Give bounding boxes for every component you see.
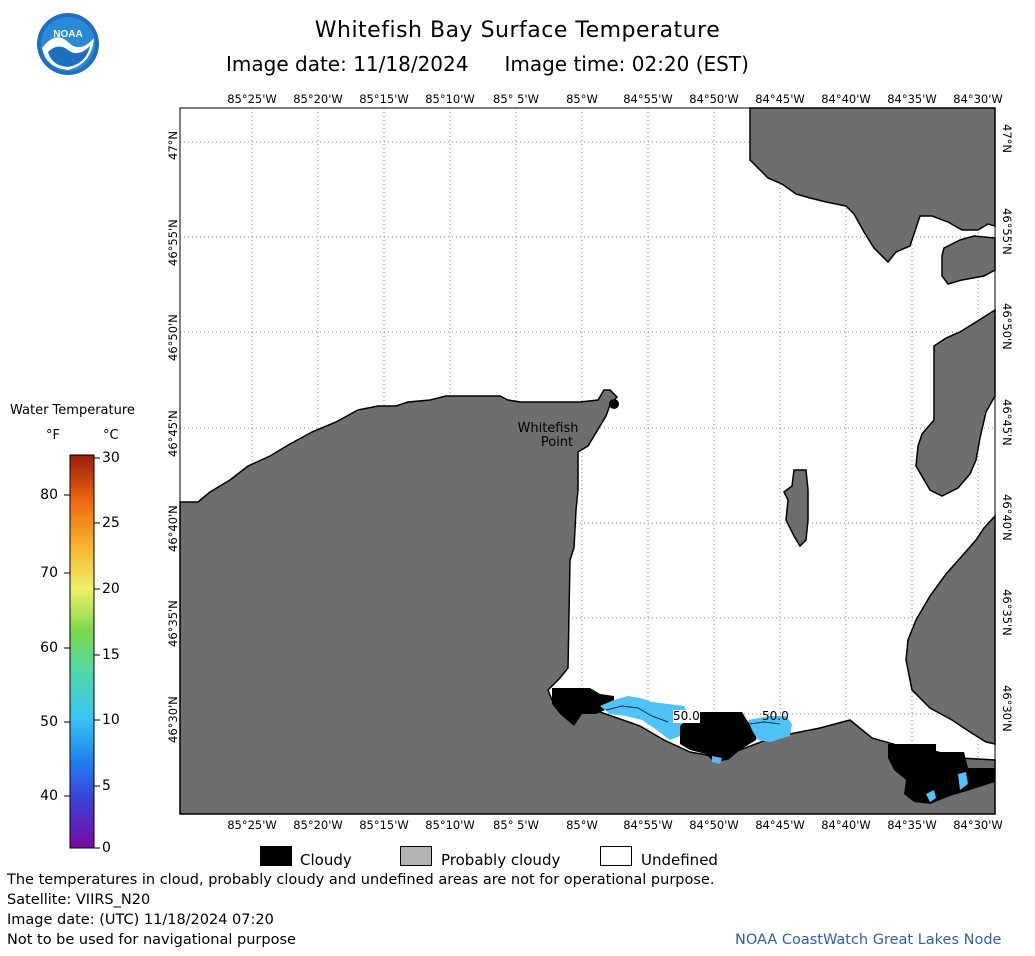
lon-label-bottom: 85°10'W (425, 818, 475, 832)
lat-label-right: 46°45'N (1000, 399, 1014, 446)
land-whitefish-point (179, 389, 996, 815)
water-temp-patch-1 (600, 696, 690, 740)
lon-label-top: 84°55'W (623, 92, 673, 106)
contour-label-east: 50.0 (762, 709, 789, 723)
footer-utc-date: Image date: (UTC) 11/18/2024 07:20 (7, 912, 274, 928)
page-title: Whitefish Bay Surface Temperature (314, 18, 721, 43)
lat-label-right: 46°55'N (1000, 208, 1014, 255)
lon-label-top: 85°10'W (425, 92, 475, 106)
footer-satellite: Satellite: VIIRS_N20 (7, 892, 151, 908)
cloud-central (680, 712, 760, 762)
lat-label-left: 46°55'N (166, 219, 180, 266)
place-label-line2: Point (540, 435, 574, 450)
isotherm-50-east (749, 721, 781, 725)
contour-label-west: 50.0 (673, 709, 700, 723)
lon-label-top: 84°40'W (821, 92, 871, 106)
lat-label-left: 46°35'N (166, 600, 180, 647)
key-probably-cloudy-swatch (400, 846, 432, 866)
lon-label-top: 85°W (566, 92, 598, 106)
lon-label-bottom: 84°40'W (821, 818, 871, 832)
image-date: Image date: 11/18/2024 (226, 52, 469, 76)
whitefish-point-marker (609, 399, 619, 409)
lat-label-left: 46°50'N (166, 314, 180, 361)
lat-label-left: 46°40'N (166, 505, 180, 552)
legend-f-tick: 70 (40, 565, 58, 581)
place-label-line1: Whitefish (517, 421, 579, 436)
lon-label-top: 84°45'W (755, 92, 805, 106)
footer-nav-warning: Not to be used for navigational purpose (7, 932, 296, 948)
lat-label-right: 46°50'N (1000, 303, 1014, 350)
lon-label-top: 85° 5'W (493, 92, 539, 106)
cloud-west (552, 688, 614, 726)
land-northeast (749, 107, 996, 264)
water-temp-patch-4 (712, 756, 722, 764)
legend-c-tick: 15 (102, 647, 120, 663)
lon-label-bottom: 85°15'W (359, 818, 409, 832)
lon-label-top: 85°20'W (293, 92, 343, 106)
legend-c-tick: 25 (102, 515, 120, 531)
key-cloudy-label: Cloudy (300, 851, 352, 869)
lon-label-top: 85°15'W (359, 92, 409, 106)
land-small-island (783, 469, 809, 548)
land-east-strip-lower (905, 514, 996, 745)
lat-label-right: 46°30'N (1000, 685, 1014, 732)
credit-link[interactable]: NOAA CoastWatch Great Lakes Node (735, 932, 1002, 948)
legend-f-tick: 80 (40, 487, 58, 503)
key-cloudy-swatch (260, 846, 292, 866)
land-east-strip-upper (915, 308, 996, 497)
lon-label-bottom: 85°25'W (227, 818, 277, 832)
lon-label-bottom: 85°20'W (293, 818, 343, 832)
noaa-logo: NOAA (37, 13, 99, 75)
image-time: Image time: 02:20 (EST) (504, 52, 749, 76)
key-undefined-swatch (600, 846, 632, 866)
lon-label-bottom: 84°35'W (887, 818, 937, 832)
lat-label-right: 46°40'N (1000, 494, 1014, 541)
lon-label-top: 84°30'W (953, 92, 1003, 106)
legend-unit-f: °F (46, 428, 60, 443)
lon-label-bottom: 84°45'W (755, 818, 805, 832)
lon-label-top: 85°25'W (227, 92, 277, 106)
water-temp-patch-3 (926, 772, 968, 802)
lat-label-left: 47°N (166, 131, 180, 160)
isotherm-50-west (605, 705, 669, 723)
lon-label-top: 84°35'W (887, 92, 937, 106)
lon-label-bottom: 84°50'W (689, 818, 739, 832)
legend-c-tick: 5 (102, 778, 111, 794)
lon-label-bottom: 85°W (566, 818, 598, 832)
lat-label-left: 46°45'N (166, 410, 180, 457)
map-frame (179, 107, 996, 815)
lat-label-right: 46°35'N (1000, 589, 1014, 636)
legend-colorbar (69, 454, 95, 849)
legend-title: Water Temperature (10, 403, 135, 418)
footer-disclaimer: The temperatures in cloud, probably clou… (7, 872, 715, 888)
lat-label-left: 46°30'N (166, 696, 180, 743)
place-label-whitefish-point: Whitefish Point (513, 422, 583, 450)
legend-c-tick: 10 (102, 712, 120, 728)
legend-f-tick: 60 (40, 640, 58, 656)
cloud-southeast (888, 744, 995, 804)
key-probably-cloudy-label: Probably cloudy (441, 851, 561, 869)
legend-c-tick: 20 (102, 581, 120, 597)
legend-f-tick: 40 (40, 788, 58, 804)
image-datetime: Image date: 11/18/2024 Image time: 02:20 … (226, 52, 785, 76)
logo-text: NOAA (53, 29, 82, 40)
legend-ticks (64, 457, 100, 849)
legend-c-tick: 30 (102, 450, 120, 466)
legend-c-tick: 0 (102, 840, 111, 856)
legend-unit-c: °C (103, 428, 119, 443)
lon-label-bottom: 84°30'W (953, 818, 1003, 832)
lon-label-top: 84°50'W (689, 92, 739, 106)
land-east-islet (941, 235, 996, 285)
lon-label-bottom: 85° 5'W (493, 818, 539, 832)
lon-label-bottom: 84°55'W (623, 818, 673, 832)
legend-f-tick: 50 (40, 714, 58, 730)
key-undefined-label: Undefined (641, 851, 718, 869)
lat-label-right: 47°N (1000, 124, 1014, 153)
